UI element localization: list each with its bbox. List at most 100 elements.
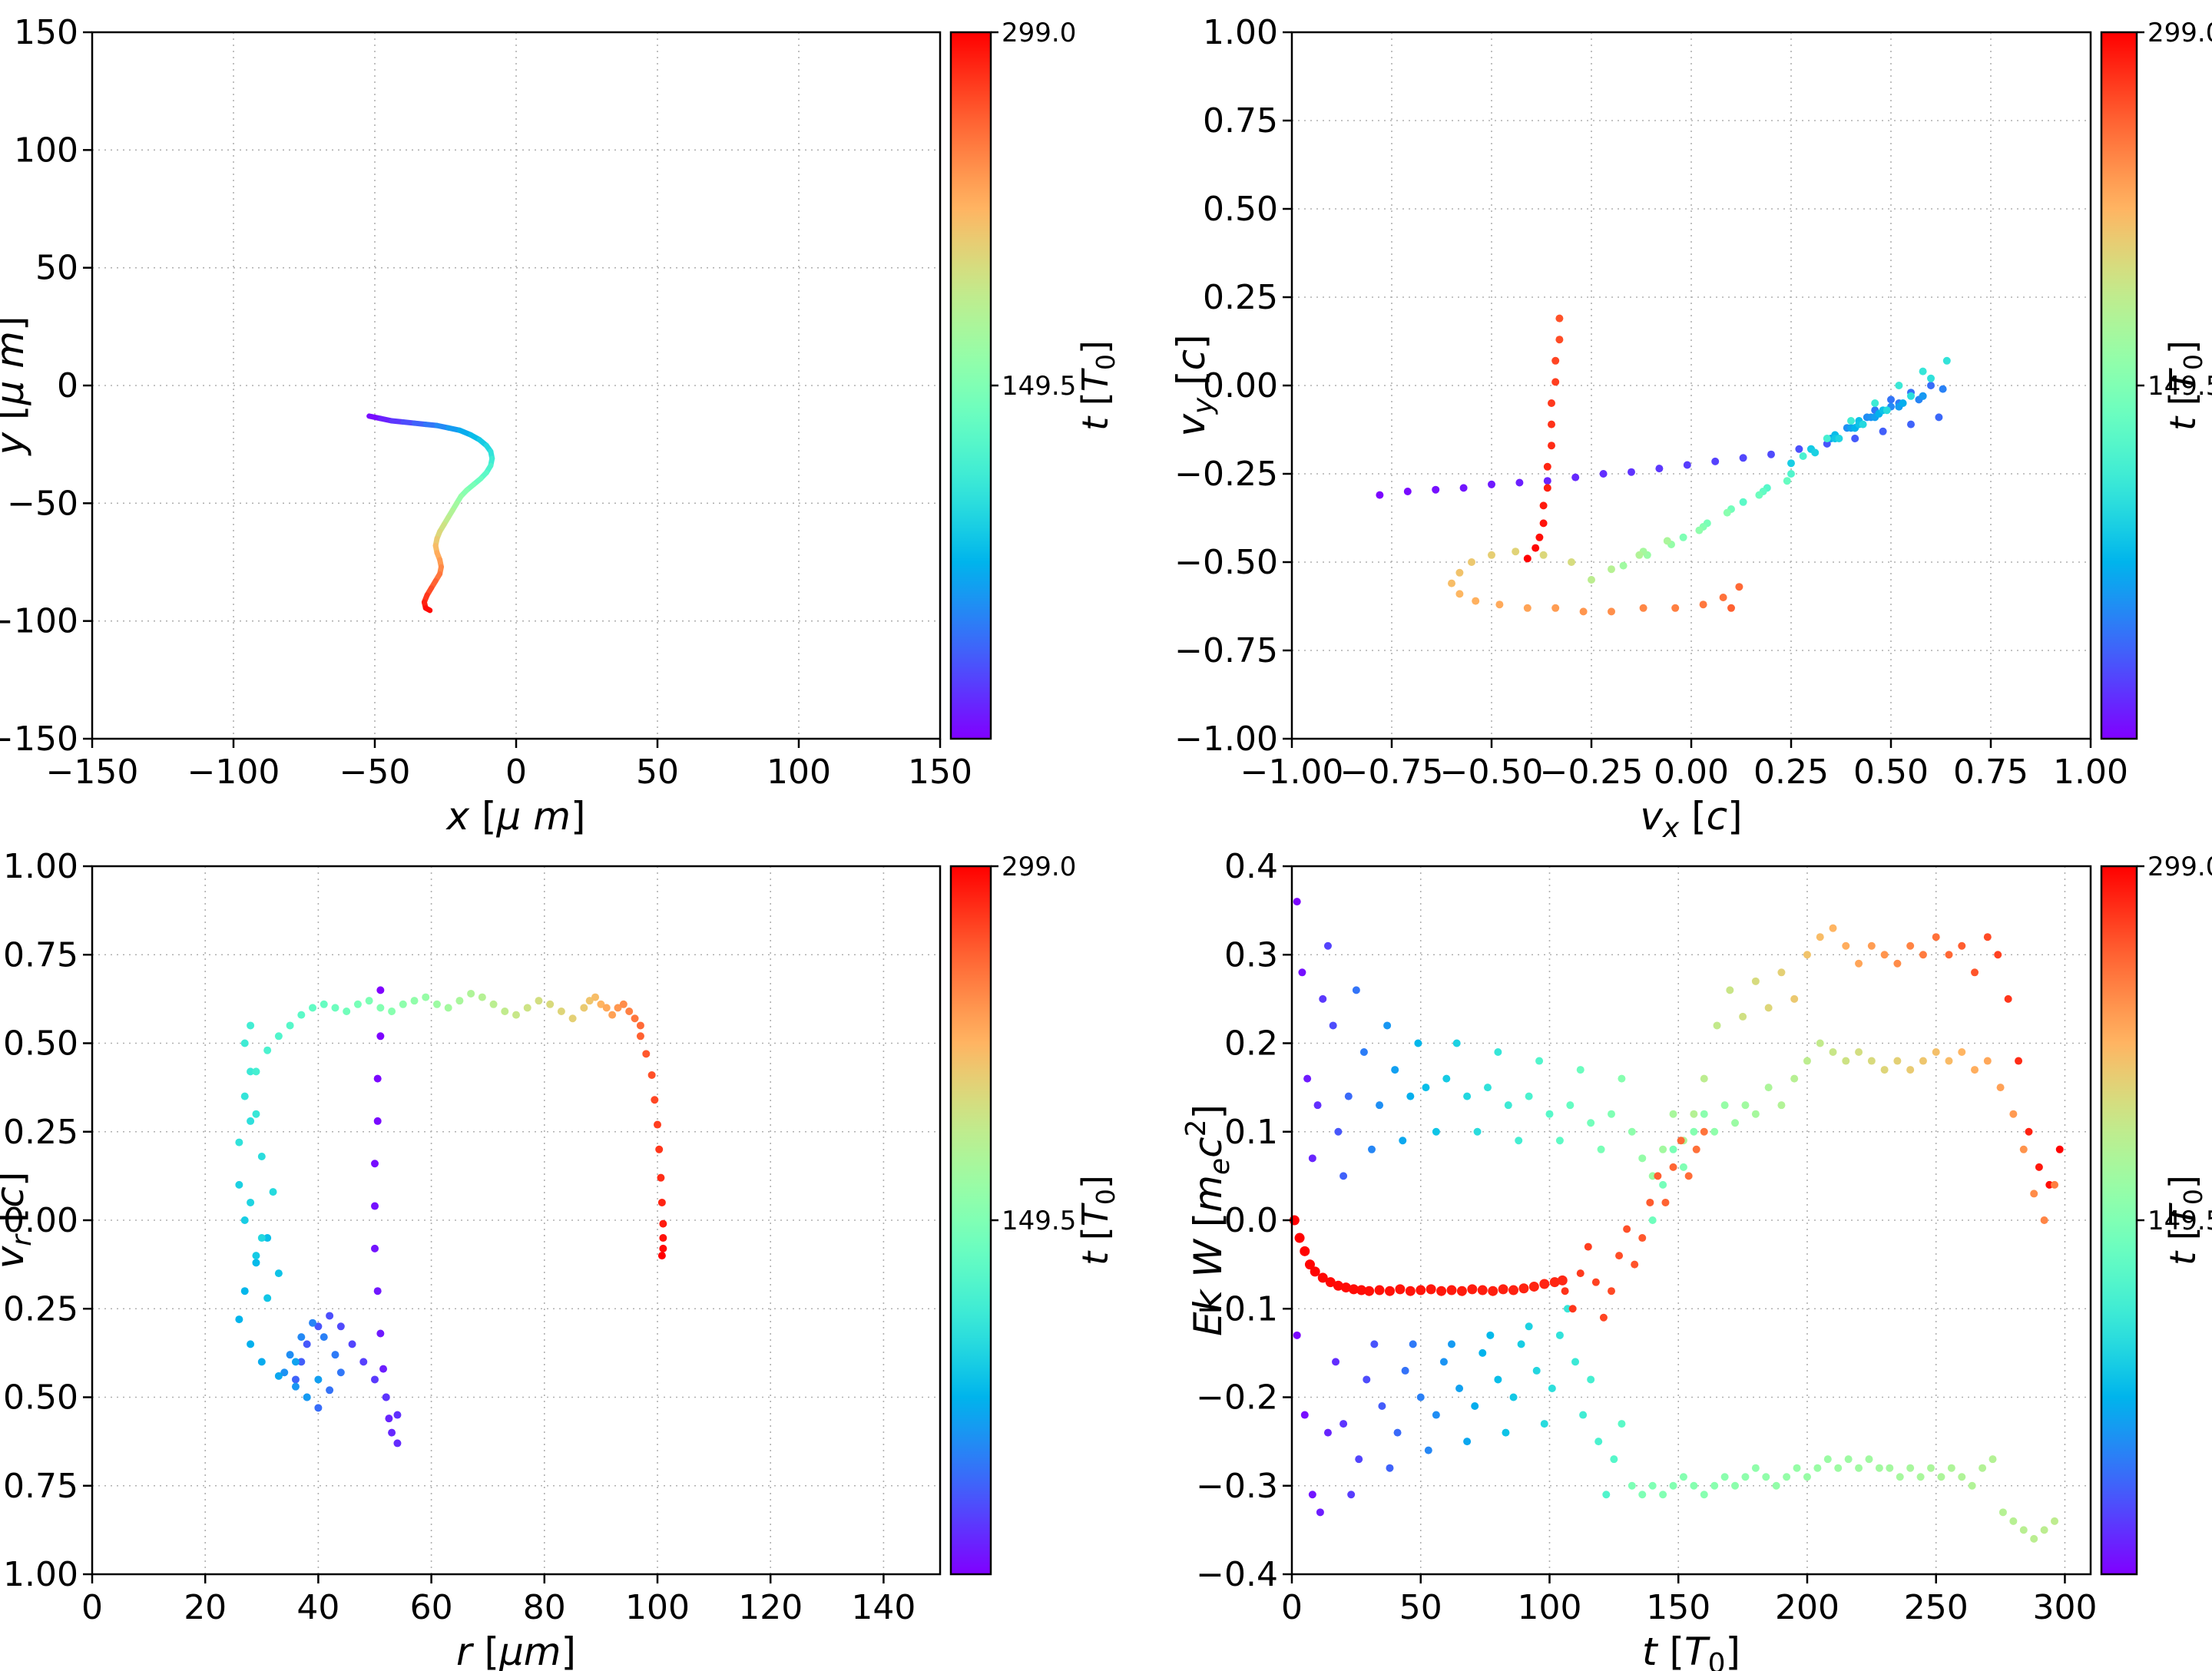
colorbar-tick-labels: 299.0 149.5 bbox=[991, 852, 1076, 1236]
svg-text:299.0: 299.0 bbox=[1002, 852, 1076, 882]
svg-text:0.00: 0.00 bbox=[1654, 753, 1729, 792]
panel-velocity-vx-vy: −1.00 −0.75 −0.50 −0.25 0.00 0.25 0.50 0.75 1.00… bbox=[1106, 0, 2212, 844]
vr-vs-r-plot: 0 20 40 60 80 100 120 140 −1.00 −0.75 −0.50 −0.25 0.… bbox=[0, 847, 1121, 1671]
svg-text:−0.4: −0.4 bbox=[1196, 1555, 1278, 1594]
y-tick-labels: −1.00 −0.75 −0.50 −0.25 0.00 0.25 0.50 0.75 1.00 bbox=[1174, 13, 1278, 759]
svg-text:−0.1: −0.1 bbox=[1196, 1289, 1278, 1329]
y-tick-labels: −0.4 −0.3 −0.2 −0.1 0.0 0.1 0.2 0.3 0.4 bbox=[1196, 847, 1278, 1594]
axis-labels: vx [c] vy [c] bbox=[1169, 334, 1743, 844]
svg-text:200: 200 bbox=[1775, 1588, 1839, 1627]
tick-marks bbox=[83, 31, 942, 748]
data-series bbox=[1289, 898, 2064, 1543]
colorbar-label: t [T0] bbox=[1075, 340, 1121, 431]
svg-text:−0.50: −0.50 bbox=[1440, 753, 1544, 792]
svg-text:−100: −100 bbox=[187, 753, 280, 792]
x-axis-label: r [μm] bbox=[456, 1630, 576, 1671]
colorbar: 299.0 149.5t [T0] bbox=[949, 852, 1121, 1576]
svg-text:0.00: 0.00 bbox=[1203, 366, 1278, 405]
colorbar-label: t [T0] bbox=[1075, 1175, 1121, 1266]
svg-text:−150: −150 bbox=[0, 720, 78, 759]
svg-text:0: 0 bbox=[1281, 1588, 1303, 1627]
svg-text:−0.25: −0.25 bbox=[1174, 455, 1278, 494]
svg-text:0.2: 0.2 bbox=[1224, 1024, 1278, 1064]
svg-text:149.5: 149.5 bbox=[2147, 1206, 2212, 1236]
x-tick-labels: 0 20 40 60 80 100 120 140 bbox=[81, 1588, 916, 1627]
axis-labels: r [μm] vr [c] bbox=[0, 1172, 576, 1671]
svg-text:150: 150 bbox=[1646, 1588, 1710, 1627]
tick-marks bbox=[1283, 31, 2092, 748]
colorbar-label: t [T0] bbox=[2162, 1175, 2208, 1266]
svg-text:0.1: 0.1 bbox=[1224, 1113, 1278, 1152]
svg-text:−0.3: −0.3 bbox=[1196, 1467, 1278, 1506]
svg-text:149.5: 149.5 bbox=[1002, 1206, 1076, 1236]
panel-trajectory-xy: −150 −100 −50 0 50 100 150 −150 −100 −50 0 50 100 150… bbox=[0, 0, 1121, 839]
svg-text:140: 140 bbox=[851, 1588, 916, 1627]
svg-text:−50: −50 bbox=[339, 753, 411, 792]
svg-text:0.75: 0.75 bbox=[3, 935, 78, 974]
svg-text:−0.2: −0.2 bbox=[1196, 1378, 1278, 1418]
svg-text:0.3: 0.3 bbox=[1224, 935, 1278, 974]
svg-text:0: 0 bbox=[505, 753, 527, 792]
svg-text:100: 100 bbox=[1517, 1588, 1581, 1627]
colorbar: 299.0 149.5t [T0] bbox=[949, 18, 1121, 740]
svg-text:−0.25: −0.25 bbox=[0, 1289, 78, 1329]
svg-text:0.75: 0.75 bbox=[1953, 753, 2028, 792]
svg-text:50: 50 bbox=[35, 249, 78, 288]
gridlines bbox=[91, 865, 940, 1575]
data-series bbox=[366, 413, 495, 614]
tick-marks bbox=[1283, 865, 2066, 1583]
y-axis-label: Ek W [mec2] bbox=[1181, 1104, 1236, 1336]
velocity-vx-vy-plot: −1.00−0.75−0.50−0.25 0.00 0.25 0.50 0.75 1.00… bbox=[1169, 13, 2212, 844]
svg-text:0.50: 0.50 bbox=[3, 1024, 78, 1064]
y-axis-label: vr [c] bbox=[0, 1172, 38, 1269]
svg-text:0: 0 bbox=[81, 1588, 103, 1627]
svg-text:120: 120 bbox=[738, 1588, 803, 1627]
y-axis-label: y [μ m] bbox=[0, 316, 32, 457]
svg-text:20: 20 bbox=[184, 1588, 227, 1627]
colorbar-tick-labels: 299.0 149.5 bbox=[991, 18, 1076, 402]
svg-text:50: 50 bbox=[636, 753, 679, 792]
x-axis-label: x [μ m] bbox=[445, 794, 586, 839]
svg-text:0.50: 0.50 bbox=[1203, 190, 1278, 229]
svg-text:0.0: 0.0 bbox=[1224, 1201, 1278, 1240]
svg-text:149.5: 149.5 bbox=[2147, 371, 2212, 402]
svg-text:1.00: 1.00 bbox=[3, 847, 78, 886]
svg-text:−0.50: −0.50 bbox=[1174, 543, 1278, 582]
trajectory-xy-plot: −150 −100 −50 0 50 100 150 −150 −100 −50 0 50 100 150… bbox=[0, 13, 1121, 839]
svg-text:0.25: 0.25 bbox=[1203, 278, 1278, 317]
svg-text:50: 50 bbox=[1399, 1588, 1442, 1627]
svg-text:100: 100 bbox=[625, 1588, 690, 1627]
svg-text:250: 250 bbox=[1904, 1588, 1969, 1627]
data-series bbox=[235, 986, 667, 1448]
colorbar: 299.0 149.5t [T0] bbox=[2100, 852, 2212, 1576]
svg-text:−0.75: −0.75 bbox=[1174, 631, 1278, 670]
svg-text:−0.50: −0.50 bbox=[0, 1378, 78, 1418]
tick-marks bbox=[83, 865, 885, 1583]
gridlines bbox=[1291, 31, 2091, 740]
svg-text:−1.00: −1.00 bbox=[1240, 753, 1344, 792]
axis-labels: x [μ m] y [μ m] bbox=[0, 316, 585, 839]
svg-text:299.0: 299.0 bbox=[2147, 18, 2212, 48]
colorbar-tick-labels: 299.0 149.5 bbox=[2137, 852, 2212, 1236]
svg-text:−0.75: −0.75 bbox=[1340, 753, 1444, 792]
data-series bbox=[1376, 314, 1951, 616]
svg-text:−50: −50 bbox=[7, 484, 78, 523]
svg-text:−100: −100 bbox=[0, 602, 78, 641]
svg-text:40: 40 bbox=[296, 1588, 339, 1627]
x-axis-label: vx [c] bbox=[1640, 794, 1742, 844]
svg-text:1.00: 1.00 bbox=[2053, 753, 2128, 792]
svg-text:−1.00: −1.00 bbox=[1174, 720, 1278, 759]
svg-text:−150: −150 bbox=[46, 753, 139, 792]
gridlines bbox=[91, 31, 941, 740]
svg-text:150: 150 bbox=[908, 753, 972, 792]
svg-text:149.5: 149.5 bbox=[1002, 371, 1076, 402]
svg-text:−1.00: −1.00 bbox=[0, 1555, 78, 1594]
svg-text:0.25: 0.25 bbox=[3, 1113, 78, 1152]
panel-energy-vs-time: 0 50 100 150 200 250 300 −0.4 −0.3 −0.2 −0.1 0.0 0.1… bbox=[1106, 836, 2212, 1671]
svg-text:299.0: 299.0 bbox=[2147, 852, 2212, 882]
colorbar-label: t [T0] bbox=[2162, 340, 2208, 431]
svg-text:0.00: 0.00 bbox=[3, 1201, 78, 1240]
svg-text:100: 100 bbox=[767, 753, 831, 792]
svg-text:−0.25: −0.25 bbox=[1540, 753, 1644, 792]
